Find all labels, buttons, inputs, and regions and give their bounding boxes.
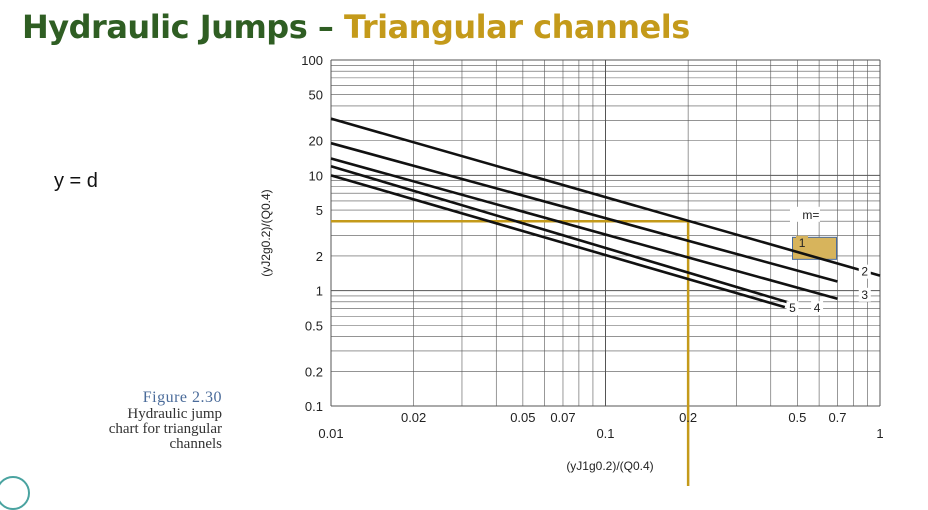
x-tick-label: 0.05 <box>510 410 535 425</box>
y-tick-label: 100 <box>301 53 323 68</box>
x-tick-label: 1 <box>876 426 883 441</box>
y-tick-label: 10 <box>309 168 323 183</box>
x-tick-label: 0.02 <box>401 410 426 425</box>
y-tick-label: 20 <box>309 134 323 149</box>
y-tick-label: 0.2 <box>305 364 323 379</box>
x-tick-label: 0.1 <box>596 426 614 441</box>
title-subtopic: Triangular channels <box>344 8 690 46</box>
curve-label-background <box>796 235 809 250</box>
title-topic: Hydraulic Jumps <box>22 8 308 46</box>
curve-label-background <box>858 264 871 279</box>
x-tick-label: 0.2 <box>679 410 697 425</box>
legend-title-background <box>789 206 820 222</box>
curve-label-background <box>786 301 799 316</box>
x-tick-labels: 0.01 0.02 0.05 0.07 0.1 0.2 0.5 0.7 1 <box>318 410 883 441</box>
curve-m-1 <box>330 117 881 277</box>
x-tick-label: 0.01 <box>318 426 343 441</box>
y-tick-label: 2 <box>316 249 323 264</box>
curve-label-m-4: 4 <box>814 301 821 315</box>
curve-m-2 <box>330 141 838 283</box>
curve-m-4 <box>330 164 798 307</box>
x-tick-label: 0.7 <box>828 410 846 425</box>
curve-label-m-1: 1 <box>799 236 806 250</box>
figure-caption-line-3: channels <box>169 436 222 452</box>
figure-caption-line-1: Hydraulic jump <box>127 406 222 422</box>
curve-label-background <box>811 301 824 316</box>
figure-caption: Figure 2.30 Hydraulic jump chart for tri… <box>50 389 222 452</box>
y-tick-label: 50 <box>309 88 323 103</box>
figure-caption-line-2: chart for triangular <box>108 421 222 437</box>
curve-m-3 <box>330 157 838 301</box>
curve-label-background <box>858 287 871 302</box>
curve-label-m-3: 3 <box>861 288 868 302</box>
chart-curves <box>330 117 881 309</box>
curve-label-m-2: 2 <box>861 265 868 279</box>
chart-grid <box>330 59 881 407</box>
y-axis-label: (yJ2g0.2)/(Q0.4) <box>259 189 273 276</box>
y-tick-label: 5 <box>316 203 323 218</box>
curve-label-m-5: 5 <box>789 301 796 315</box>
slide-title: Hydraulic Jumps – Triangular channels <box>22 8 690 46</box>
x-tick-label: 0.5 <box>788 410 806 425</box>
y-tick-labels: 0.1 0.2 0.5 1 2 5 10 20 50 100 <box>301 53 323 414</box>
hydraulic-jump-chart: 0.01 0.02 0.05 0.07 0.1 0.2 0.5 0.7 1 0.1 0.2 0.5 1… <box>259 53 884 486</box>
x-tick-label: 0.07 <box>550 410 575 425</box>
legend-title: m= <box>802 208 819 222</box>
y-tick-label: 1 <box>316 284 323 299</box>
y-tick-label: 0.1 <box>305 399 323 414</box>
curve-legend: m= 1 2 3 4 5 <box>786 206 871 316</box>
curve-m-5 <box>330 174 786 309</box>
variable-definition: y = d <box>54 170 98 192</box>
y-tick-label: 0.5 <box>305 318 323 333</box>
title-dash: – <box>307 8 345 46</box>
figure-label: Figure 2.30 <box>142 389 222 406</box>
x-axis-label: (yJ1g0.2)/(Q0.4) <box>566 459 653 473</box>
